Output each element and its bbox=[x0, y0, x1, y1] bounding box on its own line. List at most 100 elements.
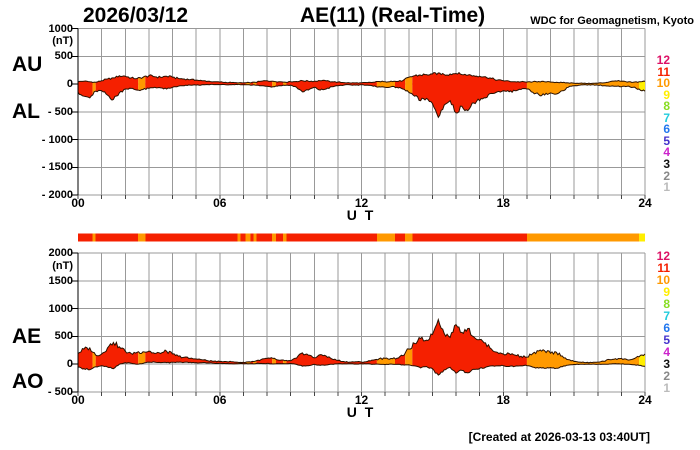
envelope-fill-segment bbox=[639, 81, 645, 92]
x-tick-label: 24 bbox=[638, 196, 652, 210]
y-tick-label: 500 bbox=[54, 330, 73, 343]
station-count-6-label: 6 bbox=[663, 320, 670, 335]
lower-curve-outline bbox=[78, 361, 645, 376]
y-tick-label: 1000 bbox=[48, 302, 73, 315]
envelope-fill-segment bbox=[138, 76, 146, 91]
station-count-bar-segment bbox=[253, 233, 257, 242]
station-count-bar-segment bbox=[245, 233, 251, 242]
y-tick-label: 0 bbox=[66, 78, 73, 90]
x-tick-label: 18 bbox=[496, 196, 510, 210]
y-tick-label: - 2000 bbox=[41, 189, 73, 201]
envelope-fill-segment bbox=[256, 357, 273, 365]
y-tick-label: - 1000 bbox=[41, 133, 73, 146]
station-count-bar-segment bbox=[237, 233, 241, 242]
station-count-10-label: 10 bbox=[656, 76, 670, 91]
y-tick-label: 500 bbox=[54, 50, 73, 63]
envelope-fill-segment bbox=[95, 342, 139, 369]
station-count-bar-segment bbox=[395, 233, 406, 242]
station-count-7-label: 7 bbox=[663, 308, 670, 323]
envelope-fill-segment bbox=[272, 80, 276, 88]
station-count-bar-segment bbox=[272, 233, 276, 242]
station-count-bar-segment bbox=[412, 233, 527, 242]
ae-axis-label: AE bbox=[12, 325, 42, 348]
envelope-fill-segment bbox=[92, 82, 96, 95]
x-tick-label: 24 bbox=[638, 392, 652, 407]
envelope-fill-segment bbox=[405, 347, 413, 366]
envelope-fill-segment bbox=[286, 352, 377, 367]
station-count-bar-segment bbox=[639, 233, 645, 242]
y-tick-label: 1000 bbox=[48, 22, 73, 35]
envelope-fill-segment bbox=[78, 81, 93, 98]
top-xaxis-title: U T bbox=[346, 207, 376, 223]
station-count-3-label: 3 bbox=[663, 156, 670, 171]
station-count-8-label: 8 bbox=[663, 296, 670, 311]
station-count-bar-segment bbox=[92, 233, 96, 242]
station-count-4-label: 4 bbox=[663, 344, 670, 359]
x-tick-label: 06 bbox=[213, 196, 227, 210]
station-count-5-label: 5 bbox=[663, 332, 670, 347]
envelope-fill-segment bbox=[145, 74, 238, 90]
al-axis-label: AL bbox=[12, 100, 40, 123]
envelope-fill-segment bbox=[138, 351, 146, 365]
station-count-12-label: 12 bbox=[656, 53, 670, 67]
station-count-bar-segment bbox=[276, 233, 284, 242]
plot-title: AE(11) (Real-Time) bbox=[300, 4, 486, 27]
station-count-bar-segment bbox=[78, 233, 93, 242]
envelope-fill-segment bbox=[412, 319, 527, 376]
au-axis-label: AU bbox=[12, 53, 43, 76]
station-count-bar-segment bbox=[250, 233, 254, 242]
station-count-9-label: 9 bbox=[663, 284, 670, 299]
station-count-1-label: 1 bbox=[663, 380, 670, 395]
station-count-3-label: 3 bbox=[663, 356, 670, 371]
lower-curve-outline bbox=[77, 83, 646, 119]
station-count-bar-segment bbox=[95, 233, 139, 242]
plot-date: 2026/03/12 bbox=[83, 4, 189, 27]
station-count-bar-segment bbox=[286, 233, 377, 242]
station-count-bar-segment bbox=[526, 233, 640, 242]
envelope-fill-segment bbox=[78, 347, 93, 370]
station-count-2-label: 2 bbox=[663, 368, 670, 383]
envelope-fill-segment bbox=[639, 354, 645, 367]
station-count-4-label: 4 bbox=[663, 145, 670, 160]
upper-curve-outline bbox=[77, 71, 646, 85]
envelope-fill-segment bbox=[405, 76, 413, 94]
station-count-11-label: 11 bbox=[657, 260, 670, 275]
station-count-bar-segment bbox=[405, 233, 413, 242]
station-count-bar-segment bbox=[138, 233, 146, 242]
station-count-11-label: 11 bbox=[657, 64, 670, 79]
y-tick-label: 1500 bbox=[48, 274, 73, 287]
data-source-label: WDC for Geomagnetism, Kyoto bbox=[530, 15, 694, 27]
y-tick-label: 2000 bbox=[48, 247, 73, 259]
station-count-bar-segment bbox=[283, 233, 287, 242]
y-tick-label: - 500 bbox=[47, 385, 73, 398]
y-tick-label: - 1500 bbox=[41, 161, 73, 174]
envelope-fill-segment bbox=[376, 81, 395, 88]
station-count-10-label: 10 bbox=[656, 272, 670, 287]
envelope-fill-segment bbox=[526, 80, 640, 96]
envelope-fill-segment bbox=[283, 82, 287, 86]
station-count-5-label: 5 bbox=[663, 133, 670, 148]
station-count-bar-segment bbox=[145, 233, 238, 242]
x-tick-label: 00 bbox=[71, 392, 85, 407]
top-unit-label: (nT) bbox=[52, 35, 73, 47]
station-count-8-label: 8 bbox=[663, 99, 670, 114]
envelope-fill-segment bbox=[276, 81, 284, 87]
x-tick-label: 00 bbox=[71, 196, 85, 210]
station-count-bar-segment bbox=[256, 233, 273, 242]
envelope-fill-segment bbox=[412, 72, 527, 118]
upper-curve-outline bbox=[77, 317, 646, 364]
station-count-12-label: 12 bbox=[656, 248, 670, 263]
y-tick-label: 0 bbox=[66, 358, 73, 370]
envelope-fill-segment bbox=[92, 352, 96, 369]
station-count-7-label: 7 bbox=[663, 110, 670, 125]
ao-axis-label: AO bbox=[12, 370, 44, 393]
station-count-1-label: 1 bbox=[663, 180, 670, 195]
x-tick-label: 18 bbox=[496, 392, 510, 407]
x-tick-label: 06 bbox=[213, 392, 227, 407]
bottom-unit-label: (nT) bbox=[52, 260, 73, 272]
x-tick-label: 12 bbox=[354, 196, 369, 210]
created-at-label: [Created at 2026-03-13 03:40UT] bbox=[468, 430, 650, 444]
envelope-fill-segment bbox=[272, 357, 276, 365]
